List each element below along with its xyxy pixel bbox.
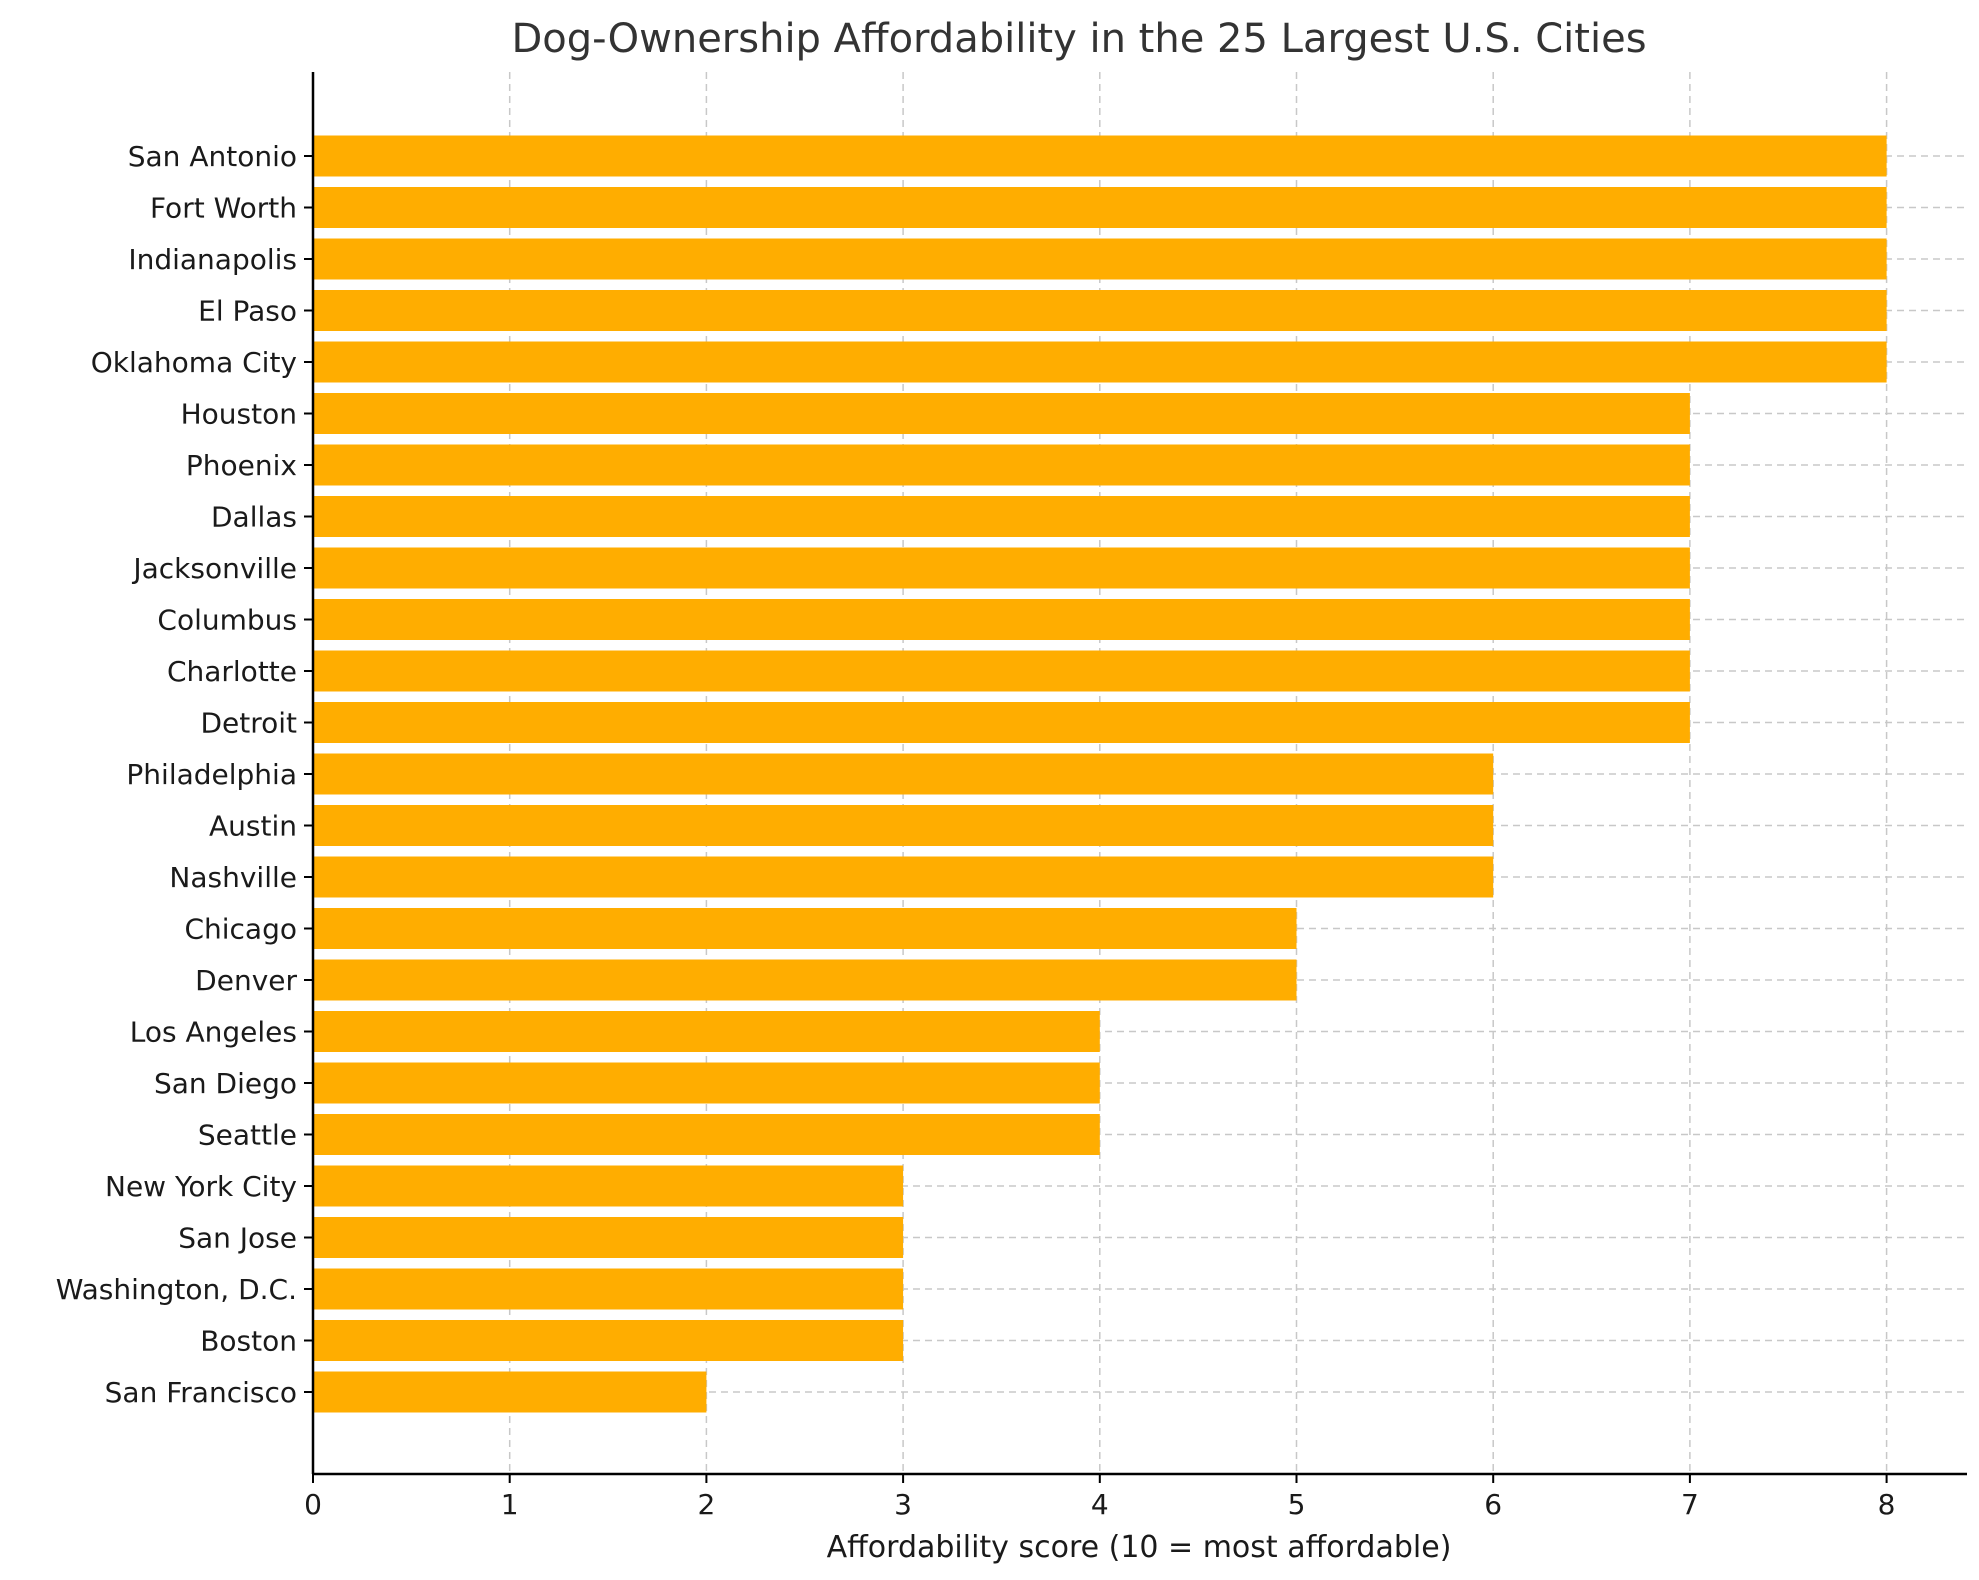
y-tick-label: Washington, D.C. — [56, 1273, 297, 1306]
bar — [313, 1268, 904, 1310]
x-tick-label: 2 — [697, 1488, 715, 1521]
y-tick-label: Charlotte — [167, 655, 297, 688]
y-tick-label: Boston — [200, 1325, 297, 1358]
bar — [313, 444, 1690, 486]
y-tick-label: El Paso — [198, 295, 297, 328]
bar — [313, 805, 1494, 846]
y-tick-label: San Diego — [154, 1067, 297, 1100]
chart-title: Dog-Ownership Affordability in the 25 La… — [511, 16, 1646, 62]
bar — [313, 1062, 1100, 1104]
bar — [313, 341, 1887, 383]
bars-layer — [313, 135, 1887, 1413]
y-tick-label: Austin — [209, 810, 297, 843]
y-tick-label: San Antonio — [128, 140, 297, 173]
x-tick-label: 8 — [1878, 1488, 1896, 1521]
x-tick-label: 1 — [501, 1488, 519, 1521]
y-tick-label: Los Angeles — [130, 1016, 297, 1049]
y-tick-label: Dallas — [211, 501, 297, 534]
bar — [313, 1165, 904, 1207]
y-tick-label: Nashville — [169, 861, 297, 894]
y-tick-label: Houston — [181, 398, 297, 431]
y-tick-label: San Jose — [178, 1222, 297, 1255]
bar — [313, 650, 1690, 692]
y-tick-label: Phoenix — [186, 449, 297, 482]
bar — [313, 856, 1494, 898]
bar — [313, 547, 1690, 589]
bar — [313, 1371, 707, 1413]
y-tick-label: Seattle — [198, 1119, 297, 1152]
bar — [313, 1217, 904, 1258]
y-tick-label: New York City — [105, 1170, 297, 1203]
y-tick-label: Denver — [195, 964, 297, 997]
bar — [313, 753, 1494, 795]
y-tick-label: Oklahoma City — [91, 346, 297, 379]
x-tick-label: 5 — [1288, 1488, 1306, 1521]
x-tick-label: 7 — [1681, 1488, 1699, 1521]
bar — [313, 599, 1690, 640]
bar — [313, 290, 1887, 331]
y-tick-label: Philadelphia — [126, 758, 297, 791]
bar — [313, 393, 1690, 434]
y-tick-label: Columbus — [157, 604, 297, 637]
y-tick-label: Indianapolis — [128, 243, 297, 276]
axes-layer: 0 1 2 3 4 5 6 7 8 San Antonio Fort Worth Indianapol… — [56, 72, 1967, 1521]
x-tick-label: 3 — [894, 1488, 912, 1521]
bar — [313, 238, 1887, 280]
x-axis-label: Affordability score (10 = most affordabl… — [827, 1530, 1452, 1565]
bar — [313, 908, 1297, 949]
x-tick-label: 6 — [1484, 1488, 1502, 1521]
bar — [313, 1114, 1100, 1155]
bar — [313, 959, 1297, 1001]
bar — [313, 187, 1887, 228]
bar — [313, 702, 1690, 743]
bar — [313, 496, 1690, 537]
x-tick-label: 0 — [304, 1488, 322, 1521]
y-tick-label: San Francisco — [105, 1376, 297, 1409]
bar — [313, 135, 1887, 177]
x-tick-label: 4 — [1091, 1488, 1109, 1521]
y-tick-label: Fort Worth — [150, 192, 297, 225]
y-tick-label: Jacksonville — [131, 552, 297, 585]
y-tick-label: Chicago — [184, 913, 297, 946]
bar — [313, 1011, 1100, 1052]
bar — [313, 1320, 904, 1361]
y-tick-label: Detroit — [200, 707, 297, 740]
